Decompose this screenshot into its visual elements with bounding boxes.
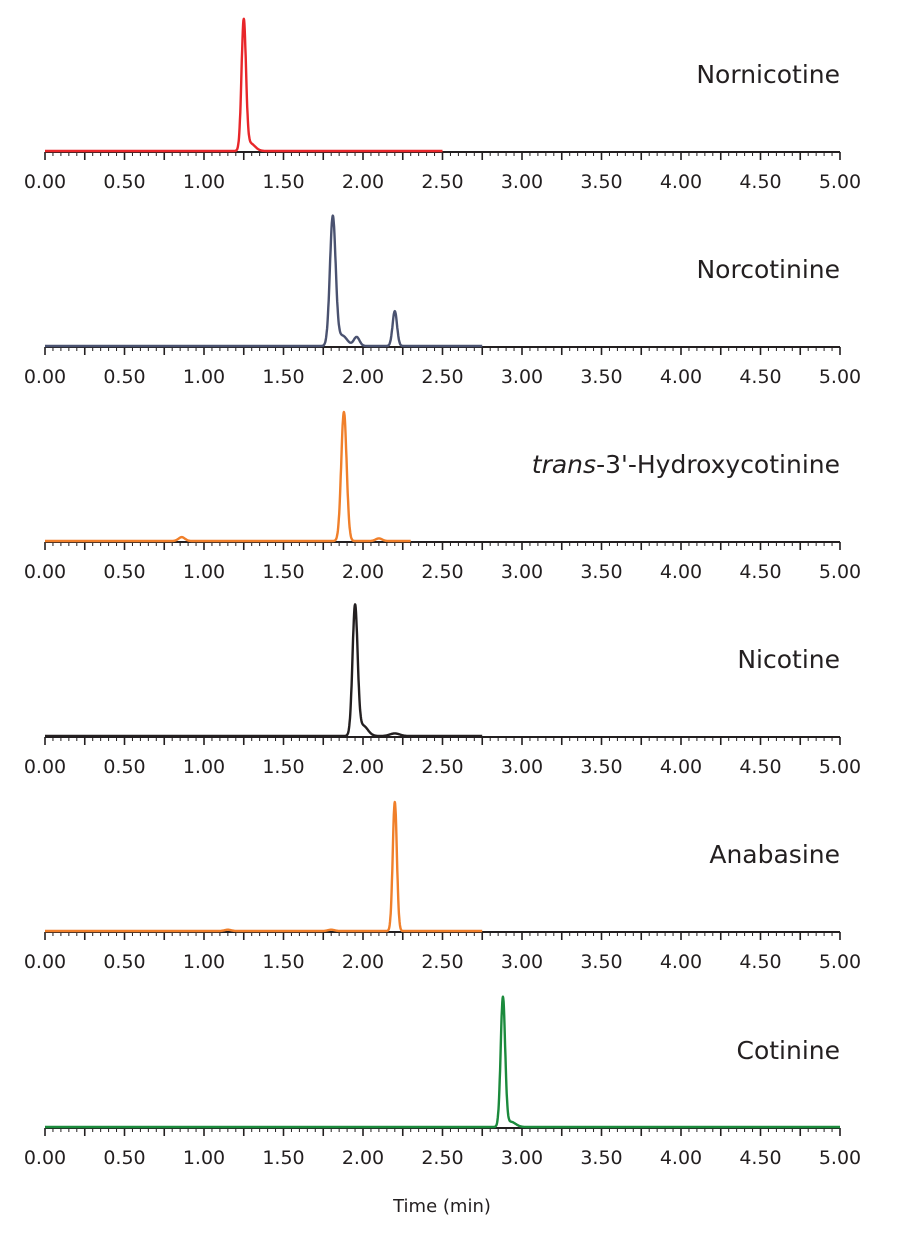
tick-label: 0.00 — [24, 756, 66, 778]
tick-label: 2.50 — [421, 756, 463, 778]
tick-label: 1.00 — [183, 561, 225, 583]
tick-label: 1.50 — [262, 366, 304, 388]
tick-label: 1.00 — [183, 756, 225, 778]
tick-label: 4.50 — [739, 171, 781, 193]
trace-label: Cotinine — [736, 1036, 840, 1065]
tick-label: 0.00 — [24, 561, 66, 583]
tick-label: 5.00 — [819, 561, 861, 583]
tick-label: 0.00 — [24, 951, 66, 973]
tick-label: 0.00 — [24, 1147, 66, 1169]
trace-line — [44, 17, 444, 153]
tick-label: 3.50 — [580, 171, 622, 193]
tick-label: 4.50 — [739, 561, 781, 583]
trace-label: Norcotinine — [696, 255, 840, 284]
tick-label: 1.50 — [262, 951, 304, 973]
tick-label: 2.50 — [421, 366, 463, 388]
panel--3-hydroxycotinine: 0.00 0.50 1.00 1.50 2.00 2.50 3.00 3.50 4.00 4.50… — [24, 410, 861, 583]
trace-line — [44, 410, 412, 543]
tick-label: 0.50 — [103, 951, 145, 973]
panel-nicotine: 0.00 0.50 1.00 1.50 2.00 2.50 3.00 3.50 4.00 4.50… — [24, 603, 861, 778]
tick-label: 3.00 — [501, 561, 543, 583]
tick-label: 3.50 — [580, 366, 622, 388]
tick-label: 5.00 — [819, 366, 861, 388]
tick-label: 4.00 — [660, 171, 702, 193]
tick-label: 1.50 — [262, 1147, 304, 1169]
tick-label: 3.00 — [501, 756, 543, 778]
trace-label: Nicotine — [737, 645, 840, 674]
tick-label: 2.50 — [421, 171, 463, 193]
tick-label: 0.00 — [24, 171, 66, 193]
tick-label: 0.50 — [103, 756, 145, 778]
tick-label: 1.50 — [262, 561, 304, 583]
tick-label: 3.00 — [501, 171, 543, 193]
tick-label: 3.00 — [501, 1147, 543, 1169]
tick-label: 2.00 — [342, 366, 384, 388]
tick-label: 4.50 — [739, 756, 781, 778]
tick-label: 1.00 — [183, 171, 225, 193]
tick-label: 5.00 — [819, 1147, 861, 1169]
trace-label: Anabasine — [709, 840, 840, 869]
trace-label: Nornicotine — [696, 60, 840, 89]
tick-label: 2.00 — [342, 951, 384, 973]
panel-cotinine: 0.00 0.50 1.00 1.50 2.00 2.50 3.00 3.50 4.00 4.50… — [24, 995, 861, 1169]
trace-line — [44, 603, 484, 738]
tick-label: 4.50 — [739, 366, 781, 388]
tick-label: 2.00 — [342, 756, 384, 778]
tick-label: 5.00 — [819, 756, 861, 778]
panel-norcotinine: 0.00 0.50 1.00 1.50 2.00 2.50 3.00 3.50 4.00 4.50… — [24, 214, 861, 388]
tick-label: 5.00 — [819, 951, 861, 973]
trace-line — [44, 214, 484, 348]
tick-label: 0.50 — [103, 561, 145, 583]
tick-label: 3.00 — [501, 366, 543, 388]
trace-line — [44, 995, 841, 1129]
tick-label: 2.00 — [342, 561, 384, 583]
tick-label: 2.50 — [421, 561, 463, 583]
tick-label: 1.00 — [183, 951, 225, 973]
tick-label: 2.00 — [342, 171, 384, 193]
tick-label: 4.00 — [660, 756, 702, 778]
tick-label: 1.00 — [183, 366, 225, 388]
tick-label: 3.50 — [580, 951, 622, 973]
tick-label: 4.00 — [660, 561, 702, 583]
tick-label: 0.50 — [103, 171, 145, 193]
tick-label: 3.50 — [580, 561, 622, 583]
tick-label: 0.50 — [103, 366, 145, 388]
panel-nornicotine: 0.00 0.50 1.00 1.50 2.00 2.50 3.00 3.50 4.00 4.50… — [24, 17, 861, 193]
tick-label: 4.50 — [739, 951, 781, 973]
tick-label: 3.50 — [580, 1147, 622, 1169]
tick-label: 2.50 — [421, 1147, 463, 1169]
tick-label: 2.00 — [342, 1147, 384, 1169]
tick-label: 3.00 — [501, 951, 543, 973]
tick-label: 4.00 — [660, 1147, 702, 1169]
tick-label: 0.00 — [24, 366, 66, 388]
tick-label: 4.00 — [660, 366, 702, 388]
tick-label: 4.00 — [660, 951, 702, 973]
trace-label: trans-3'-Hydroxycotinine — [532, 450, 840, 479]
tick-label: 3.50 — [580, 756, 622, 778]
tick-label: 0.50 — [103, 1147, 145, 1169]
tick-label: 1.50 — [262, 171, 304, 193]
tick-label: 2.50 — [421, 951, 463, 973]
tick-label: 4.50 — [739, 1147, 781, 1169]
x-axis-label: Time (min) — [392, 1196, 491, 1217]
tick-label: 1.00 — [183, 1147, 225, 1169]
trace-line — [44, 800, 484, 933]
tick-label: 5.00 — [819, 171, 861, 193]
tick-label: 1.50 — [262, 756, 304, 778]
panel-anabasine: 0.00 0.50 1.00 1.50 2.00 2.50 3.00 3.50 4.00 4.50… — [24, 800, 861, 973]
